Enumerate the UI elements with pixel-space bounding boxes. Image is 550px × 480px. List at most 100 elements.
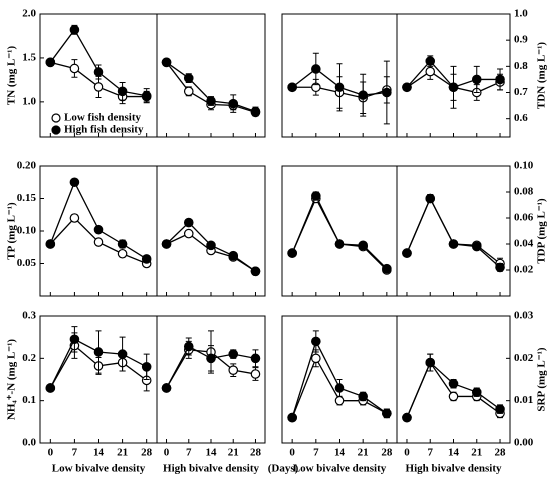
y-tick-label: 0.08 — [514, 186, 534, 198]
legend-label: High fish density — [64, 124, 144, 136]
x-tick-label: 14 — [448, 447, 460, 459]
y-tick-label: 0.15 — [17, 192, 37, 204]
x-tick-label: 0 — [48, 447, 54, 459]
marker — [448, 239, 459, 249]
panel-frame — [281, 165, 511, 297]
x-tick-label: 21 — [228, 447, 239, 459]
marker — [250, 353, 261, 364]
marker — [161, 57, 172, 68]
marker — [69, 213, 80, 223]
y-tick-label: 1.0 — [514, 8, 528, 20]
marker — [425, 56, 436, 66]
marker — [382, 87, 392, 98]
marker — [141, 361, 152, 372]
marker — [69, 334, 80, 345]
x-tick-label: 14 — [334, 447, 346, 459]
marker — [117, 349, 128, 359]
legend-marker — [51, 125, 61, 135]
marker — [228, 250, 239, 261]
x-tick-label: 21 — [471, 447, 482, 459]
marker — [117, 239, 128, 249]
marker — [448, 378, 459, 389]
y-tick-label: 0.05 — [17, 257, 37, 269]
x-tick-label: 7 — [313, 447, 319, 459]
series-line — [49, 180, 148, 260]
marker — [45, 239, 56, 249]
group-label: Low bivalve density — [293, 463, 387, 475]
y-tick-label: 0.00 — [514, 437, 534, 449]
marker — [69, 25, 80, 35]
y-tick-label: 0.2 — [22, 352, 36, 364]
x-tick-label: 28 — [381, 447, 393, 459]
marker — [382, 263, 392, 274]
marker — [495, 262, 505, 273]
x-tick-label: 0 — [164, 447, 170, 459]
marker — [334, 82, 345, 93]
group-label: High bivalve density — [163, 463, 259, 475]
y-axis-title: NH₄⁺-N (mg L⁻¹) — [6, 339, 18, 420]
panel-frame — [281, 13, 511, 138]
marker — [334, 395, 345, 406]
marker — [183, 217, 194, 228]
y-tick-label: 0.9 — [514, 34, 528, 46]
x-tick-label: 14 — [206, 447, 218, 459]
x-tick-label: 21 — [117, 447, 128, 459]
y-tick-label: 0.04 — [514, 238, 534, 250]
series-line — [291, 194, 388, 270]
marker — [69, 177, 80, 188]
marker — [93, 67, 104, 77]
y-tick-label: 0.06 — [514, 212, 534, 224]
marker — [334, 383, 345, 393]
marker — [402, 412, 412, 423]
marker — [161, 239, 172, 249]
marker — [287, 248, 297, 258]
x-tick-label: 7 — [427, 447, 433, 459]
panel-frame — [281, 315, 511, 444]
series-line — [406, 196, 501, 265]
y-tick-label: 0.10 — [17, 225, 37, 237]
marker — [358, 391, 368, 402]
marker — [358, 240, 368, 251]
y-tick-label: 0.03 — [514, 310, 534, 322]
marker — [250, 266, 261, 277]
y-axis-title: TDP (mg L⁻¹) — [536, 198, 548, 264]
y-tick-label: 0.02 — [514, 352, 534, 364]
marker — [93, 82, 104, 92]
marker — [334, 239, 345, 249]
y-tick-label: 1.5 — [22, 51, 36, 63]
y-tick-label: 0.02 — [514, 264, 534, 276]
y-tick-label: 0.8 — [514, 60, 528, 72]
marker — [93, 347, 104, 357]
y-tick-label: 0.01 — [514, 394, 533, 406]
y-tick-label: 0.0 — [22, 437, 36, 449]
y-tick-label: 0.1 — [22, 394, 36, 406]
series-line — [406, 196, 501, 268]
x-tick-label: 28 — [141, 447, 153, 459]
y-tick-label: 0.3 — [22, 310, 36, 322]
group-label: Low bivalve density — [52, 463, 146, 475]
marker — [228, 365, 239, 375]
marker — [311, 191, 321, 201]
marker — [250, 106, 261, 117]
marker — [183, 73, 194, 83]
marker — [471, 241, 482, 252]
marker — [471, 387, 482, 397]
x-tick-label: 21 — [358, 447, 369, 459]
y-tick-label: 1.0 — [22, 95, 36, 107]
marker — [93, 224, 104, 235]
marker — [141, 90, 152, 101]
x-tick-label: 0 — [404, 447, 410, 459]
x-tick-label: 28 — [495, 447, 507, 459]
x-tick-label: 7 — [72, 447, 78, 459]
series-line — [406, 361, 501, 418]
marker — [311, 64, 321, 74]
marker — [206, 353, 216, 364]
marker — [183, 341, 194, 352]
marker — [287, 82, 297, 93]
marker — [448, 391, 459, 402]
marker — [117, 86, 128, 97]
x-tick-label: 14 — [93, 447, 105, 459]
marker — [402, 82, 412, 93]
x-tick-label: 7 — [186, 447, 192, 459]
y-tick-label: 0.20 — [17, 160, 37, 172]
